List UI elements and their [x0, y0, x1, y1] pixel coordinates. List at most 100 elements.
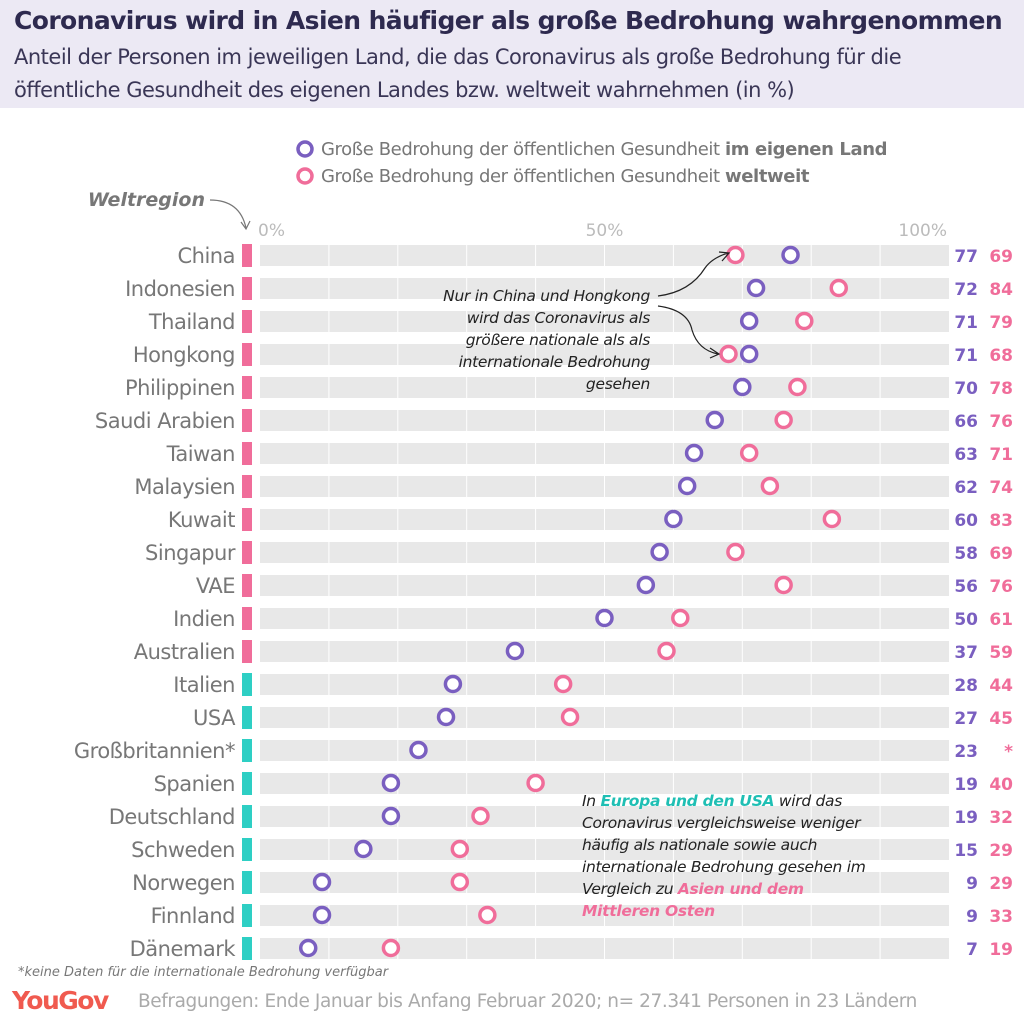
asia-annotation: Nur in China und Hongkong wird das Coron…: [443, 285, 650, 395]
note-text: wird das Coronavirus vergleichsweise wen…: [582, 792, 866, 898]
region-marker: [242, 904, 252, 927]
region-marker: [242, 409, 252, 432]
value-national: 66: [954, 412, 978, 432]
value-global: 45: [989, 709, 1013, 729]
region-marker: [242, 343, 252, 366]
point-global: [726, 245, 745, 265]
point-global: [553, 674, 573, 694]
point-global: [829, 278, 849, 298]
category-label: Deutschland: [109, 805, 235, 829]
point-global: [719, 344, 738, 364]
region-marker: [242, 607, 252, 630]
point-national: [650, 542, 669, 562]
category-label: Italien: [173, 673, 235, 697]
point-national: [381, 806, 401, 826]
value-global: 76: [989, 577, 1013, 597]
category-label: Taiwan: [166, 442, 235, 466]
value-global: 74: [989, 478, 1013, 498]
source: Befragungen: Ende Januar bis Anfang Febr…: [138, 991, 917, 1012]
category-label: Spanien: [154, 772, 235, 796]
region-marker: [242, 277, 252, 300]
value-global: 78: [989, 379, 1013, 399]
asia-note-line: internationale Bedrohung: [458, 353, 651, 371]
point-national: [677, 476, 697, 496]
value-national: 70: [954, 379, 978, 399]
point-national: [664, 509, 683, 529]
subtitle-line-2: öffentliche Gesundheit des eigenen Lande…: [14, 78, 795, 102]
value-national: 28: [954, 676, 978, 696]
region-marker: [242, 640, 252, 663]
category-label: Thailand: [148, 310, 235, 334]
category-label: Finnland: [151, 904, 235, 928]
point-global: [478, 905, 497, 925]
value-national: 9: [966, 874, 978, 894]
category-label: Kuwait: [168, 508, 235, 532]
europe-annotation: In Europa und den USA wird das Coronavir…: [582, 790, 867, 922]
point-global: [774, 410, 793, 430]
value-national: 19: [954, 775, 978, 795]
value-global: 71: [989, 445, 1013, 465]
value-national: 71: [954, 346, 978, 366]
asia-note-line: Nur in China und Hongkong: [443, 287, 650, 305]
asia-note-line: gesehen: [585, 375, 650, 393]
value-national: 50: [954, 610, 978, 630]
value-national: 19: [954, 808, 978, 828]
value-national: 58: [954, 544, 978, 564]
value-global: 19: [989, 940, 1013, 960]
annotation-arrow-hongkong: [657, 305, 721, 359]
value-global: 29: [989, 841, 1013, 861]
region-marker: [242, 871, 252, 894]
point-national: [381, 773, 401, 793]
value-national: 9: [966, 907, 978, 927]
category-label: Hongkong: [133, 343, 235, 367]
category-label: Schweden: [131, 838, 235, 862]
point-national: [595, 608, 614, 628]
legend-label: Große Bedrohung der öffentlichen Gesundh…: [321, 166, 810, 187]
point-national: [739, 311, 759, 331]
x-tick-label: 0%: [258, 221, 285, 241]
value-global: 33: [989, 907, 1013, 927]
region-marker: [242, 310, 252, 333]
point-national: [739, 344, 759, 364]
point-national: [354, 839, 373, 859]
region-marker: [242, 541, 252, 564]
category-label: USA: [193, 706, 236, 730]
footnote: *keine Daten für die internationale Bedr…: [18, 965, 389, 980]
asia-note-line: größere nationale als als: [465, 331, 651, 349]
point-national: [781, 245, 800, 265]
category-label: Australien: [134, 640, 235, 664]
value-global: 69: [989, 544, 1013, 564]
category-label: Singapur: [145, 541, 236, 565]
point-global: [671, 608, 690, 628]
value-national: 56: [954, 577, 978, 597]
value-global: 61: [989, 610, 1013, 630]
point-national: [312, 872, 332, 892]
value-national: 27: [954, 709, 978, 729]
value-global: 79: [989, 313, 1013, 333]
asia-note-line: wird das Coronavirus als: [466, 309, 651, 327]
point-global: [788, 377, 807, 397]
category-label: Norwegen: [132, 871, 235, 895]
point-national: [684, 443, 704, 463]
point-global: [560, 707, 580, 727]
region-marker: [242, 838, 252, 861]
region-marker: [242, 937, 252, 960]
region-marker: [242, 244, 252, 267]
point-national: [636, 575, 656, 595]
point-global: [822, 509, 842, 529]
value-global: 76: [989, 412, 1013, 432]
point-national: [312, 905, 332, 925]
region-label: Weltregion: [88, 189, 205, 211]
legend-marker: [296, 167, 314, 185]
value-national: 71: [954, 313, 978, 333]
region-marker: [242, 805, 252, 828]
point-national: [298, 938, 318, 958]
subtitle-line-1: Anteil der Personen im jeweiligen Land, …: [14, 45, 902, 69]
region-marker: [242, 475, 252, 498]
value-global: 84: [989, 280, 1013, 300]
note-highlight-europe: Europa und den USA: [600, 792, 775, 810]
value-global: 83: [989, 511, 1013, 531]
value-global: 68: [989, 346, 1013, 366]
value-global: 69: [989, 247, 1013, 267]
